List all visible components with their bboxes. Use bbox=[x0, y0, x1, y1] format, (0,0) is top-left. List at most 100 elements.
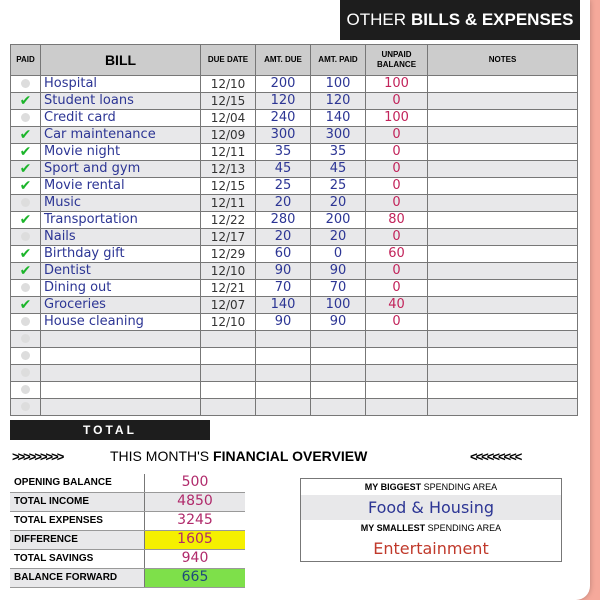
due-date[interactable]: 12/07 bbox=[200, 296, 256, 314]
paid-checkbox[interactable]: ✔ bbox=[10, 262, 41, 280]
amount-paid[interactable]: 140 bbox=[310, 109, 366, 127]
paid-checkbox[interactable] bbox=[10, 347, 41, 365]
due-date[interactable]: 12/13 bbox=[200, 160, 256, 178]
notes-cell[interactable] bbox=[427, 228, 578, 246]
paid-checkbox[interactable]: ✔ bbox=[10, 160, 41, 178]
unpaid-balance[interactable]: 100 bbox=[365, 109, 428, 127]
due-date[interactable] bbox=[200, 364, 256, 382]
bill-name[interactable]: Hospital bbox=[40, 75, 201, 93]
paid-checkbox[interactable] bbox=[10, 75, 41, 93]
notes-cell[interactable] bbox=[427, 194, 578, 212]
paid-checkbox[interactable] bbox=[10, 381, 41, 399]
amount-paid[interactable]: 25 bbox=[310, 177, 366, 195]
amount-paid[interactable] bbox=[310, 398, 366, 416]
amount-paid[interactable]: 90 bbox=[310, 262, 366, 280]
amount-due[interactable]: 140 bbox=[255, 296, 311, 314]
unpaid-balance[interactable]: 0 bbox=[365, 279, 428, 297]
amount-paid[interactable]: 20 bbox=[310, 194, 366, 212]
overview-value[interactable]: 665 bbox=[144, 569, 245, 587]
amount-due[interactable]: 25 bbox=[255, 177, 311, 195]
paid-checkbox[interactable] bbox=[10, 313, 41, 331]
amount-paid[interactable]: 20 bbox=[310, 228, 366, 246]
amount-paid[interactable]: 35 bbox=[310, 143, 366, 161]
amount-paid[interactable]: 300 bbox=[310, 126, 366, 144]
unpaid-balance[interactable]: 100 bbox=[365, 75, 428, 93]
bill-name[interactable] bbox=[40, 330, 201, 348]
amount-paid[interactable]: 0 bbox=[310, 245, 366, 263]
amount-due[interactable]: 200 bbox=[255, 75, 311, 93]
unpaid-balance[interactable] bbox=[365, 398, 428, 416]
bill-name[interactable]: Transportation bbox=[40, 211, 201, 229]
amount-due[interactable]: 240 bbox=[255, 109, 311, 127]
overview-value[interactable]: 4850 bbox=[144, 493, 245, 511]
bill-name[interactable]: Student loans bbox=[40, 92, 201, 110]
overview-value[interactable]: 3245 bbox=[144, 512, 245, 530]
bill-name[interactable] bbox=[40, 364, 201, 382]
amount-due[interactable]: 45 bbox=[255, 160, 311, 178]
amount-due[interactable] bbox=[255, 330, 311, 348]
overview-value[interactable]: 1605 bbox=[144, 531, 245, 549]
bill-name[interactable]: Birthday gift bbox=[40, 245, 201, 263]
due-date[interactable] bbox=[200, 347, 256, 365]
unpaid-balance[interactable] bbox=[365, 381, 428, 399]
unpaid-balance[interactable]: 60 bbox=[365, 245, 428, 263]
paid-checkbox[interactable] bbox=[10, 364, 41, 382]
unpaid-balance[interactable]: 0 bbox=[365, 262, 428, 280]
amount-paid[interactable] bbox=[310, 347, 366, 365]
amount-due[interactable]: 20 bbox=[255, 228, 311, 246]
amount-paid[interactable] bbox=[310, 364, 366, 382]
amount-paid[interactable]: 120 bbox=[310, 92, 366, 110]
amount-paid[interactable]: 100 bbox=[310, 75, 366, 93]
paid-checkbox[interactable]: ✔ bbox=[10, 143, 41, 161]
paid-checkbox[interactable] bbox=[10, 398, 41, 416]
amount-due[interactable]: 280 bbox=[255, 211, 311, 229]
due-date[interactable]: 12/17 bbox=[200, 228, 256, 246]
unpaid-balance[interactable] bbox=[365, 347, 428, 365]
paid-checkbox[interactable] bbox=[10, 279, 41, 297]
amount-due[interactable]: 300 bbox=[255, 126, 311, 144]
notes-cell[interactable] bbox=[427, 126, 578, 144]
due-date[interactable]: 12/29 bbox=[200, 245, 256, 263]
due-date[interactable]: 12/15 bbox=[200, 177, 256, 195]
notes-cell[interactable] bbox=[427, 245, 578, 263]
paid-checkbox[interactable]: ✔ bbox=[10, 177, 41, 195]
due-date[interactable]: 12/10 bbox=[200, 262, 256, 280]
due-date[interactable]: 12/09 bbox=[200, 126, 256, 144]
due-date[interactable] bbox=[200, 330, 256, 348]
paid-checkbox[interactable] bbox=[10, 330, 41, 348]
amount-paid[interactable]: 200 bbox=[310, 211, 366, 229]
amount-due[interactable] bbox=[255, 347, 311, 365]
amount-due[interactable]: 60 bbox=[255, 245, 311, 263]
bill-name[interactable]: Credit card bbox=[40, 109, 201, 127]
unpaid-balance[interactable]: 0 bbox=[365, 160, 428, 178]
notes-cell[interactable] bbox=[427, 211, 578, 229]
bill-name[interactable]: Nails bbox=[40, 228, 201, 246]
due-date[interactable]: 12/11 bbox=[200, 143, 256, 161]
amount-paid[interactable] bbox=[310, 330, 366, 348]
amount-paid[interactable]: 70 bbox=[310, 279, 366, 297]
bill-name[interactable]: Groceries bbox=[40, 296, 201, 314]
amount-paid[interactable]: 45 bbox=[310, 160, 366, 178]
bill-name[interactable]: Movie rental bbox=[40, 177, 201, 195]
notes-cell[interactable] bbox=[427, 143, 578, 161]
paid-checkbox[interactable]: ✔ bbox=[10, 245, 41, 263]
unpaid-balance[interactable]: 0 bbox=[365, 228, 428, 246]
bill-name[interactable]: Sport and gym bbox=[40, 160, 201, 178]
bill-name[interactable] bbox=[40, 398, 201, 416]
amount-due[interactable]: 35 bbox=[255, 143, 311, 161]
notes-cell[interactable] bbox=[427, 381, 578, 399]
bill-name[interactable]: Car maintenance bbox=[40, 126, 201, 144]
due-date[interactable]: 12/15 bbox=[200, 92, 256, 110]
due-date[interactable]: 12/04 bbox=[200, 109, 256, 127]
amount-due[interactable]: 90 bbox=[255, 313, 311, 331]
notes-cell[interactable] bbox=[427, 364, 578, 382]
due-date[interactable] bbox=[200, 381, 256, 399]
unpaid-balance[interactable]: 0 bbox=[365, 92, 428, 110]
unpaid-balance[interactable]: 40 bbox=[365, 296, 428, 314]
unpaid-balance[interactable] bbox=[365, 330, 428, 348]
bill-name[interactable]: Music bbox=[40, 194, 201, 212]
notes-cell[interactable] bbox=[427, 313, 578, 331]
paid-checkbox[interactable] bbox=[10, 109, 41, 127]
unpaid-balance[interactable]: 80 bbox=[365, 211, 428, 229]
paid-checkbox[interactable]: ✔ bbox=[10, 126, 41, 144]
